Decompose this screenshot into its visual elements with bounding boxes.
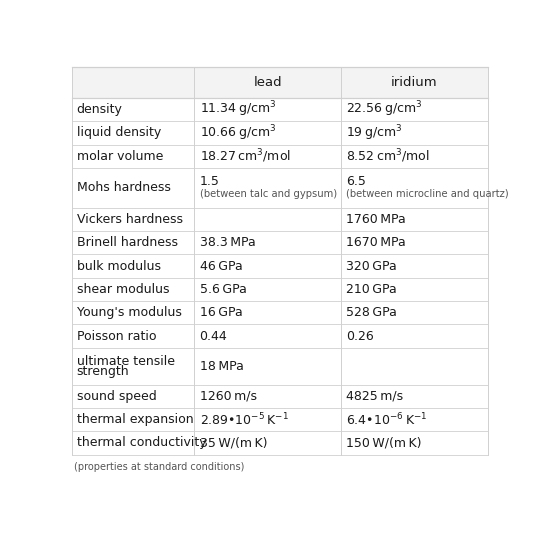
Text: 8.52 cm$^3$/mol: 8.52 cm$^3$/mol bbox=[346, 148, 430, 165]
Text: (between microcline and quartz): (between microcline and quartz) bbox=[346, 190, 509, 199]
Text: 18.27 cm$^3$/mol: 18.27 cm$^3$/mol bbox=[199, 148, 290, 165]
Bar bbox=[72, 348, 488, 384]
Text: (between talc and gypsum): (between talc and gypsum) bbox=[199, 190, 337, 199]
Text: 11.34 g/cm$^3$: 11.34 g/cm$^3$ bbox=[199, 100, 276, 119]
Text: thermal expansion: thermal expansion bbox=[76, 413, 193, 426]
Text: 2.89•10$^{-5}$ K$^{-1}$: 2.89•10$^{-5}$ K$^{-1}$ bbox=[199, 411, 288, 428]
Text: 1670 MPa: 1670 MPa bbox=[346, 236, 406, 249]
Text: 1.5: 1.5 bbox=[199, 175, 219, 188]
Text: 6.5: 6.5 bbox=[346, 175, 366, 188]
Text: 10.66 g/cm$^3$: 10.66 g/cm$^3$ bbox=[199, 123, 276, 143]
Bar bbox=[72, 255, 488, 278]
Text: 528 GPa: 528 GPa bbox=[346, 306, 397, 319]
Text: 16 GPa: 16 GPa bbox=[199, 306, 242, 319]
Bar bbox=[72, 325, 488, 348]
Text: bulk modulus: bulk modulus bbox=[76, 260, 161, 273]
Text: 35 W/(m K): 35 W/(m K) bbox=[199, 437, 267, 450]
Text: 1260 m/s: 1260 m/s bbox=[199, 390, 257, 403]
Text: 18 MPa: 18 MPa bbox=[199, 359, 244, 372]
Text: 6.4•10$^{-6}$ K$^{-1}$: 6.4•10$^{-6}$ K$^{-1}$ bbox=[346, 411, 428, 428]
Text: strength: strength bbox=[76, 365, 129, 378]
Bar bbox=[72, 121, 488, 144]
Bar bbox=[72, 98, 488, 121]
Text: Poisson ratio: Poisson ratio bbox=[76, 330, 156, 343]
Text: iridium: iridium bbox=[391, 76, 438, 89]
Text: Young's modulus: Young's modulus bbox=[76, 306, 182, 319]
Bar bbox=[72, 67, 488, 98]
Text: sound speed: sound speed bbox=[76, 390, 157, 403]
Bar bbox=[72, 431, 488, 454]
Text: 320 GPa: 320 GPa bbox=[346, 260, 397, 273]
Text: 210 GPa: 210 GPa bbox=[346, 283, 397, 296]
Text: liquid density: liquid density bbox=[76, 127, 161, 140]
Text: molar volume: molar volume bbox=[76, 150, 163, 163]
Text: 0.26: 0.26 bbox=[346, 330, 374, 343]
Bar bbox=[72, 231, 488, 255]
Text: 38.3 MPa: 38.3 MPa bbox=[199, 236, 256, 249]
Bar bbox=[72, 384, 488, 408]
Text: shear modulus: shear modulus bbox=[76, 283, 169, 296]
Text: (properties at standard conditions): (properties at standard conditions) bbox=[74, 462, 244, 472]
Text: 1760 MPa: 1760 MPa bbox=[346, 213, 406, 226]
Bar bbox=[72, 168, 488, 208]
Text: 22.56 g/cm$^3$: 22.56 g/cm$^3$ bbox=[346, 100, 423, 119]
Text: Brinell hardness: Brinell hardness bbox=[76, 236, 177, 249]
Text: 46 GPa: 46 GPa bbox=[199, 260, 242, 273]
Text: 5.6 GPa: 5.6 GPa bbox=[199, 283, 246, 296]
Bar bbox=[72, 208, 488, 231]
Bar bbox=[72, 278, 488, 301]
Text: ultimate tensile: ultimate tensile bbox=[76, 355, 175, 368]
Text: 150 W/(m K): 150 W/(m K) bbox=[346, 437, 422, 450]
Text: 4825 m/s: 4825 m/s bbox=[346, 390, 403, 403]
Text: lead: lead bbox=[253, 76, 282, 89]
Bar bbox=[72, 301, 488, 325]
Text: Mohs hardness: Mohs hardness bbox=[76, 181, 170, 194]
Text: Vickers hardness: Vickers hardness bbox=[76, 213, 183, 226]
Text: 0.44: 0.44 bbox=[199, 330, 227, 343]
Bar bbox=[72, 408, 488, 431]
Text: density: density bbox=[76, 103, 123, 116]
Text: 19 g/cm$^3$: 19 g/cm$^3$ bbox=[346, 123, 403, 143]
Bar bbox=[72, 144, 488, 168]
Text: thermal conductivity: thermal conductivity bbox=[76, 437, 206, 450]
